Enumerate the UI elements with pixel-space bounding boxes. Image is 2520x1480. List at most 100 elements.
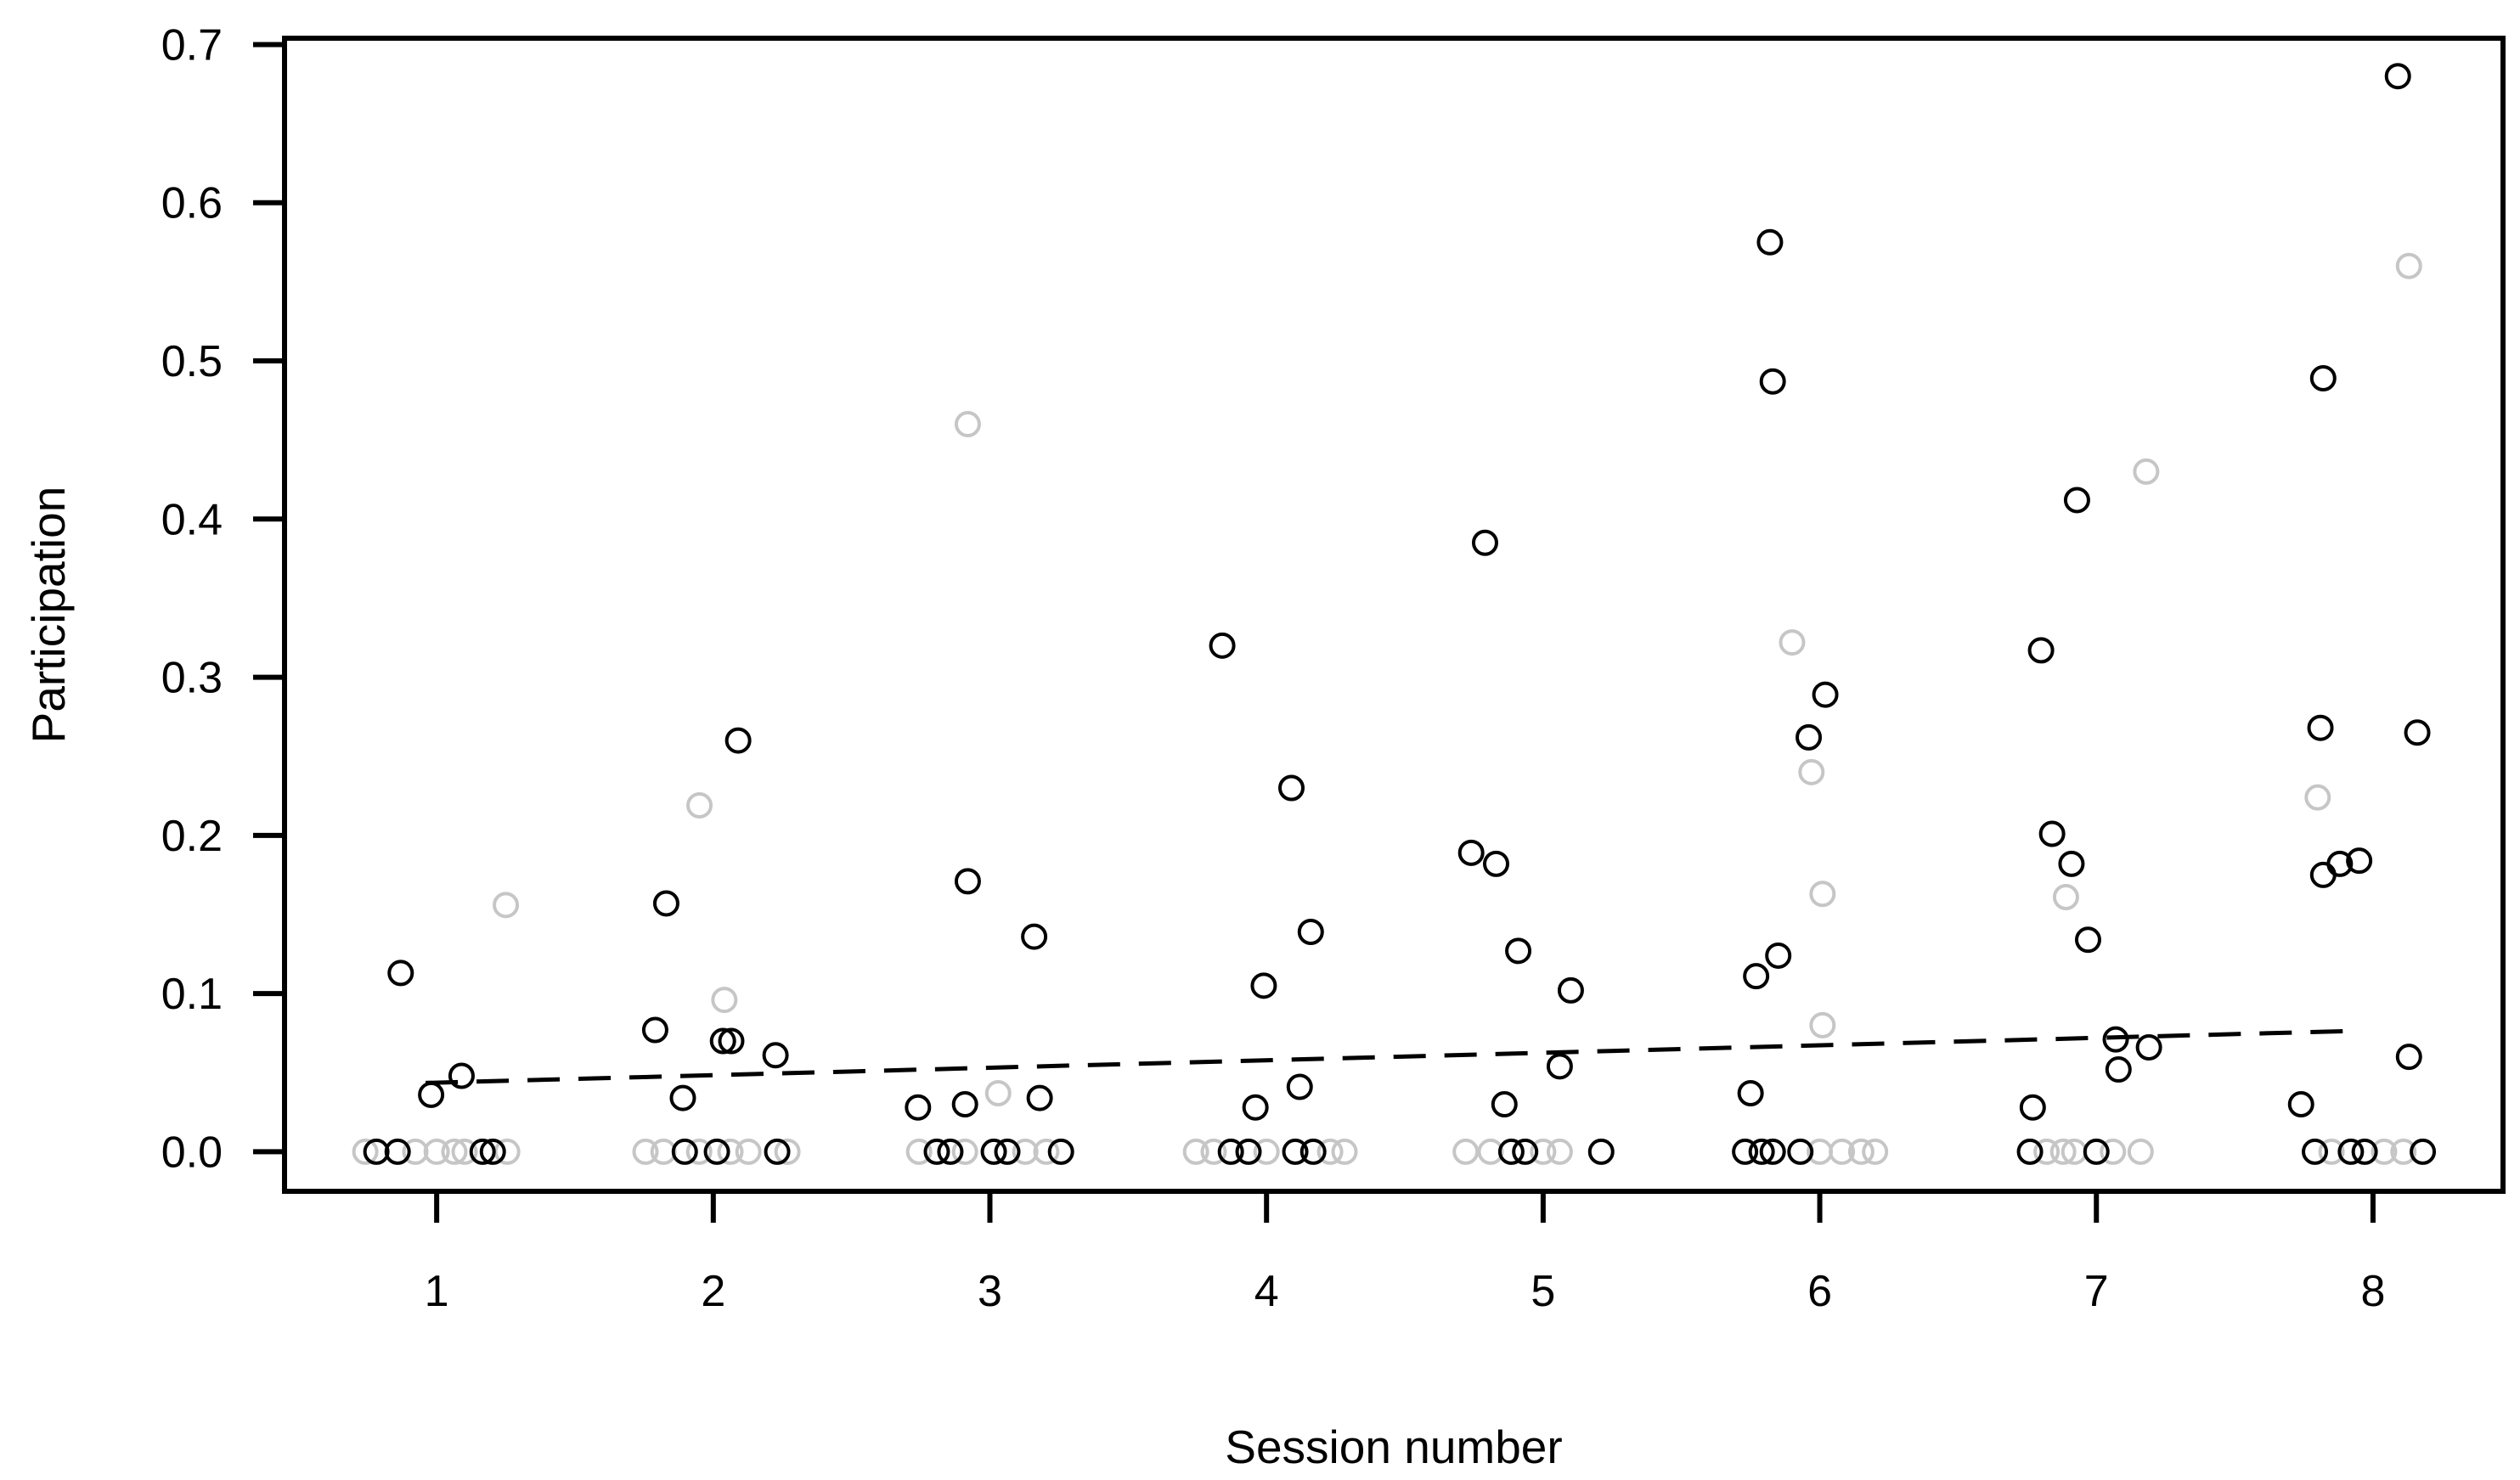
- data-point-gray-observations: [441, 1138, 468, 1165]
- trend-line: [426, 1028, 2359, 1085]
- data-point-gray-observations: [2049, 1138, 2077, 1165]
- data-point-black-observations: [387, 959, 414, 987]
- data-point-black-observations: [1759, 1138, 1786, 1165]
- data-point-black-observations: [718, 1027, 745, 1055]
- data-point-gray-observations: [1829, 1138, 1856, 1165]
- data-point-gray-observations: [1862, 1138, 1889, 1165]
- data-point-black-observations: [1483, 850, 1510, 877]
- data-point-black-observations: [2351, 1138, 2378, 1165]
- x-tick-label: 7: [2084, 1267, 2109, 1316]
- y-tick-label: 0.0: [161, 1128, 223, 1177]
- data-point-gray-observations: [2052, 884, 2079, 911]
- data-point-black-observations: [1250, 972, 1277, 999]
- data-point-black-observations: [2083, 1138, 2110, 1165]
- data-point-gray-observations: [2371, 1138, 2398, 1165]
- data-point-black-observations: [980, 1138, 1007, 1165]
- data-point-gray-observations: [954, 411, 981, 438]
- data-point-black-observations: [703, 1138, 730, 1165]
- y-tick-label: 0.5: [161, 337, 223, 386]
- data-point-black-observations: [1546, 1053, 1573, 1080]
- data-point-black-observations: [1732, 1138, 1759, 1165]
- data-point-black-observations: [1286, 1073, 1313, 1100]
- data-point-black-observations: [1497, 1138, 1525, 1165]
- x-tick-label: 5: [1531, 1267, 1555, 1316]
- data-point-black-observations: [1457, 839, 1485, 866]
- y-tick-label: 0.4: [161, 495, 223, 544]
- data-point-gray-observations: [2390, 1138, 2417, 1165]
- data-point-black-observations: [1282, 1138, 1309, 1165]
- data-point-black-observations: [2038, 820, 2066, 847]
- x-tick-label: 1: [425, 1267, 449, 1316]
- data-point-gray-observations: [1477, 1138, 1504, 1165]
- data-point-gray-observations: [2133, 458, 2160, 485]
- data-point-black-observations: [1812, 681, 1839, 708]
- data-point-gray-observations: [2100, 1138, 2127, 1165]
- data-point-black-observations: [1587, 1138, 1615, 1165]
- data-point-black-observations: [2326, 850, 2354, 877]
- data-point-gray-observations: [1182, 1138, 1209, 1165]
- data-point-gray-observations: [774, 1138, 801, 1165]
- data-point-gray-observations: [1331, 1138, 1358, 1165]
- data-point-black-observations: [1297, 918, 1324, 945]
- data-point-black-observations: [1743, 963, 1770, 990]
- data-point-black-observations: [1235, 1138, 1262, 1165]
- data-point-black-observations: [2287, 1091, 2314, 1118]
- data-point-gray-observations: [493, 892, 520, 919]
- data-point-gray-observations: [632, 1138, 659, 1165]
- data-point-black-observations: [2074, 926, 2101, 954]
- data-point-black-observations: [1026, 1084, 1053, 1111]
- data-point-black-observations: [1748, 1138, 1775, 1165]
- data-point-black-observations: [1787, 1138, 1814, 1165]
- data-point-black-observations: [2346, 847, 2373, 875]
- data-point-gray-observations: [2318, 1138, 2345, 1165]
- data-point-black-observations: [1277, 774, 1305, 802]
- data-point-black-observations: [641, 1016, 668, 1044]
- data-point-gray-observations: [1033, 1138, 1060, 1165]
- data-point-black-observations: [1491, 1091, 1518, 1118]
- data-point-gray-observations: [1798, 758, 1825, 785]
- data-point-black-observations: [2337, 1138, 2365, 1165]
- data-point-black-observations: [951, 1091, 978, 1118]
- data-point-black-observations: [671, 1138, 698, 1165]
- data-point-black-observations: [954, 868, 981, 895]
- data-point-gray-observations: [1012, 1138, 1039, 1165]
- data-point-black-observations: [2102, 1026, 2129, 1053]
- data-point-black-observations: [762, 1042, 789, 1069]
- data-point-black-observations: [2135, 1033, 2162, 1061]
- data-point-black-observations: [652, 890, 679, 917]
- plot-border: [282, 36, 2506, 1194]
- y-tick-label: 0.3: [161, 654, 223, 703]
- data-point-black-observations: [2027, 637, 2055, 664]
- data-point-black-observations: [2384, 63, 2411, 90]
- data-point-black-observations: [724, 727, 752, 754]
- data-point-gray-observations: [1546, 1138, 1573, 1165]
- data-point-black-observations: [669, 1084, 696, 1111]
- data-point-black-observations: [1021, 923, 1048, 950]
- data-point-gray-observations: [951, 1138, 978, 1165]
- data-point-black-observations: [764, 1138, 791, 1165]
- data-point-gray-observations: [1779, 629, 1806, 656]
- data-point-gray-observations: [2304, 784, 2331, 811]
- x-tick-label: 8: [2360, 1267, 2385, 1316]
- y-tick-label: 0.7: [161, 20, 223, 70]
- data-point-gray-observations: [717, 1138, 744, 1165]
- data-point-black-observations: [2309, 861, 2337, 888]
- x-tick-label: 4: [1254, 1267, 1279, 1316]
- data-point-black-observations: [2063, 487, 2090, 514]
- data-point-gray-observations: [2127, 1138, 2154, 1165]
- data-point-gray-observations: [423, 1138, 450, 1165]
- data-point-gray-observations: [2033, 1138, 2061, 1165]
- data-point-gray-observations: [1530, 1138, 1557, 1165]
- data-point-black-observations: [1505, 937, 1532, 965]
- data-point-gray-observations: [905, 1138, 933, 1165]
- data-point-black-observations: [1759, 368, 1786, 395]
- x-axis-title: Session number: [1225, 1421, 1563, 1473]
- data-point-black-observations: [1512, 1138, 1539, 1165]
- data-point-gray-observations: [984, 1080, 1012, 1107]
- data-point-black-observations: [1242, 1094, 1269, 1121]
- data-point-black-observations: [1796, 723, 1823, 751]
- y-tick-label: 0.6: [161, 179, 223, 228]
- y-tick-label: 0.1: [161, 970, 223, 1019]
- data-point-black-observations: [2016, 1138, 2044, 1165]
